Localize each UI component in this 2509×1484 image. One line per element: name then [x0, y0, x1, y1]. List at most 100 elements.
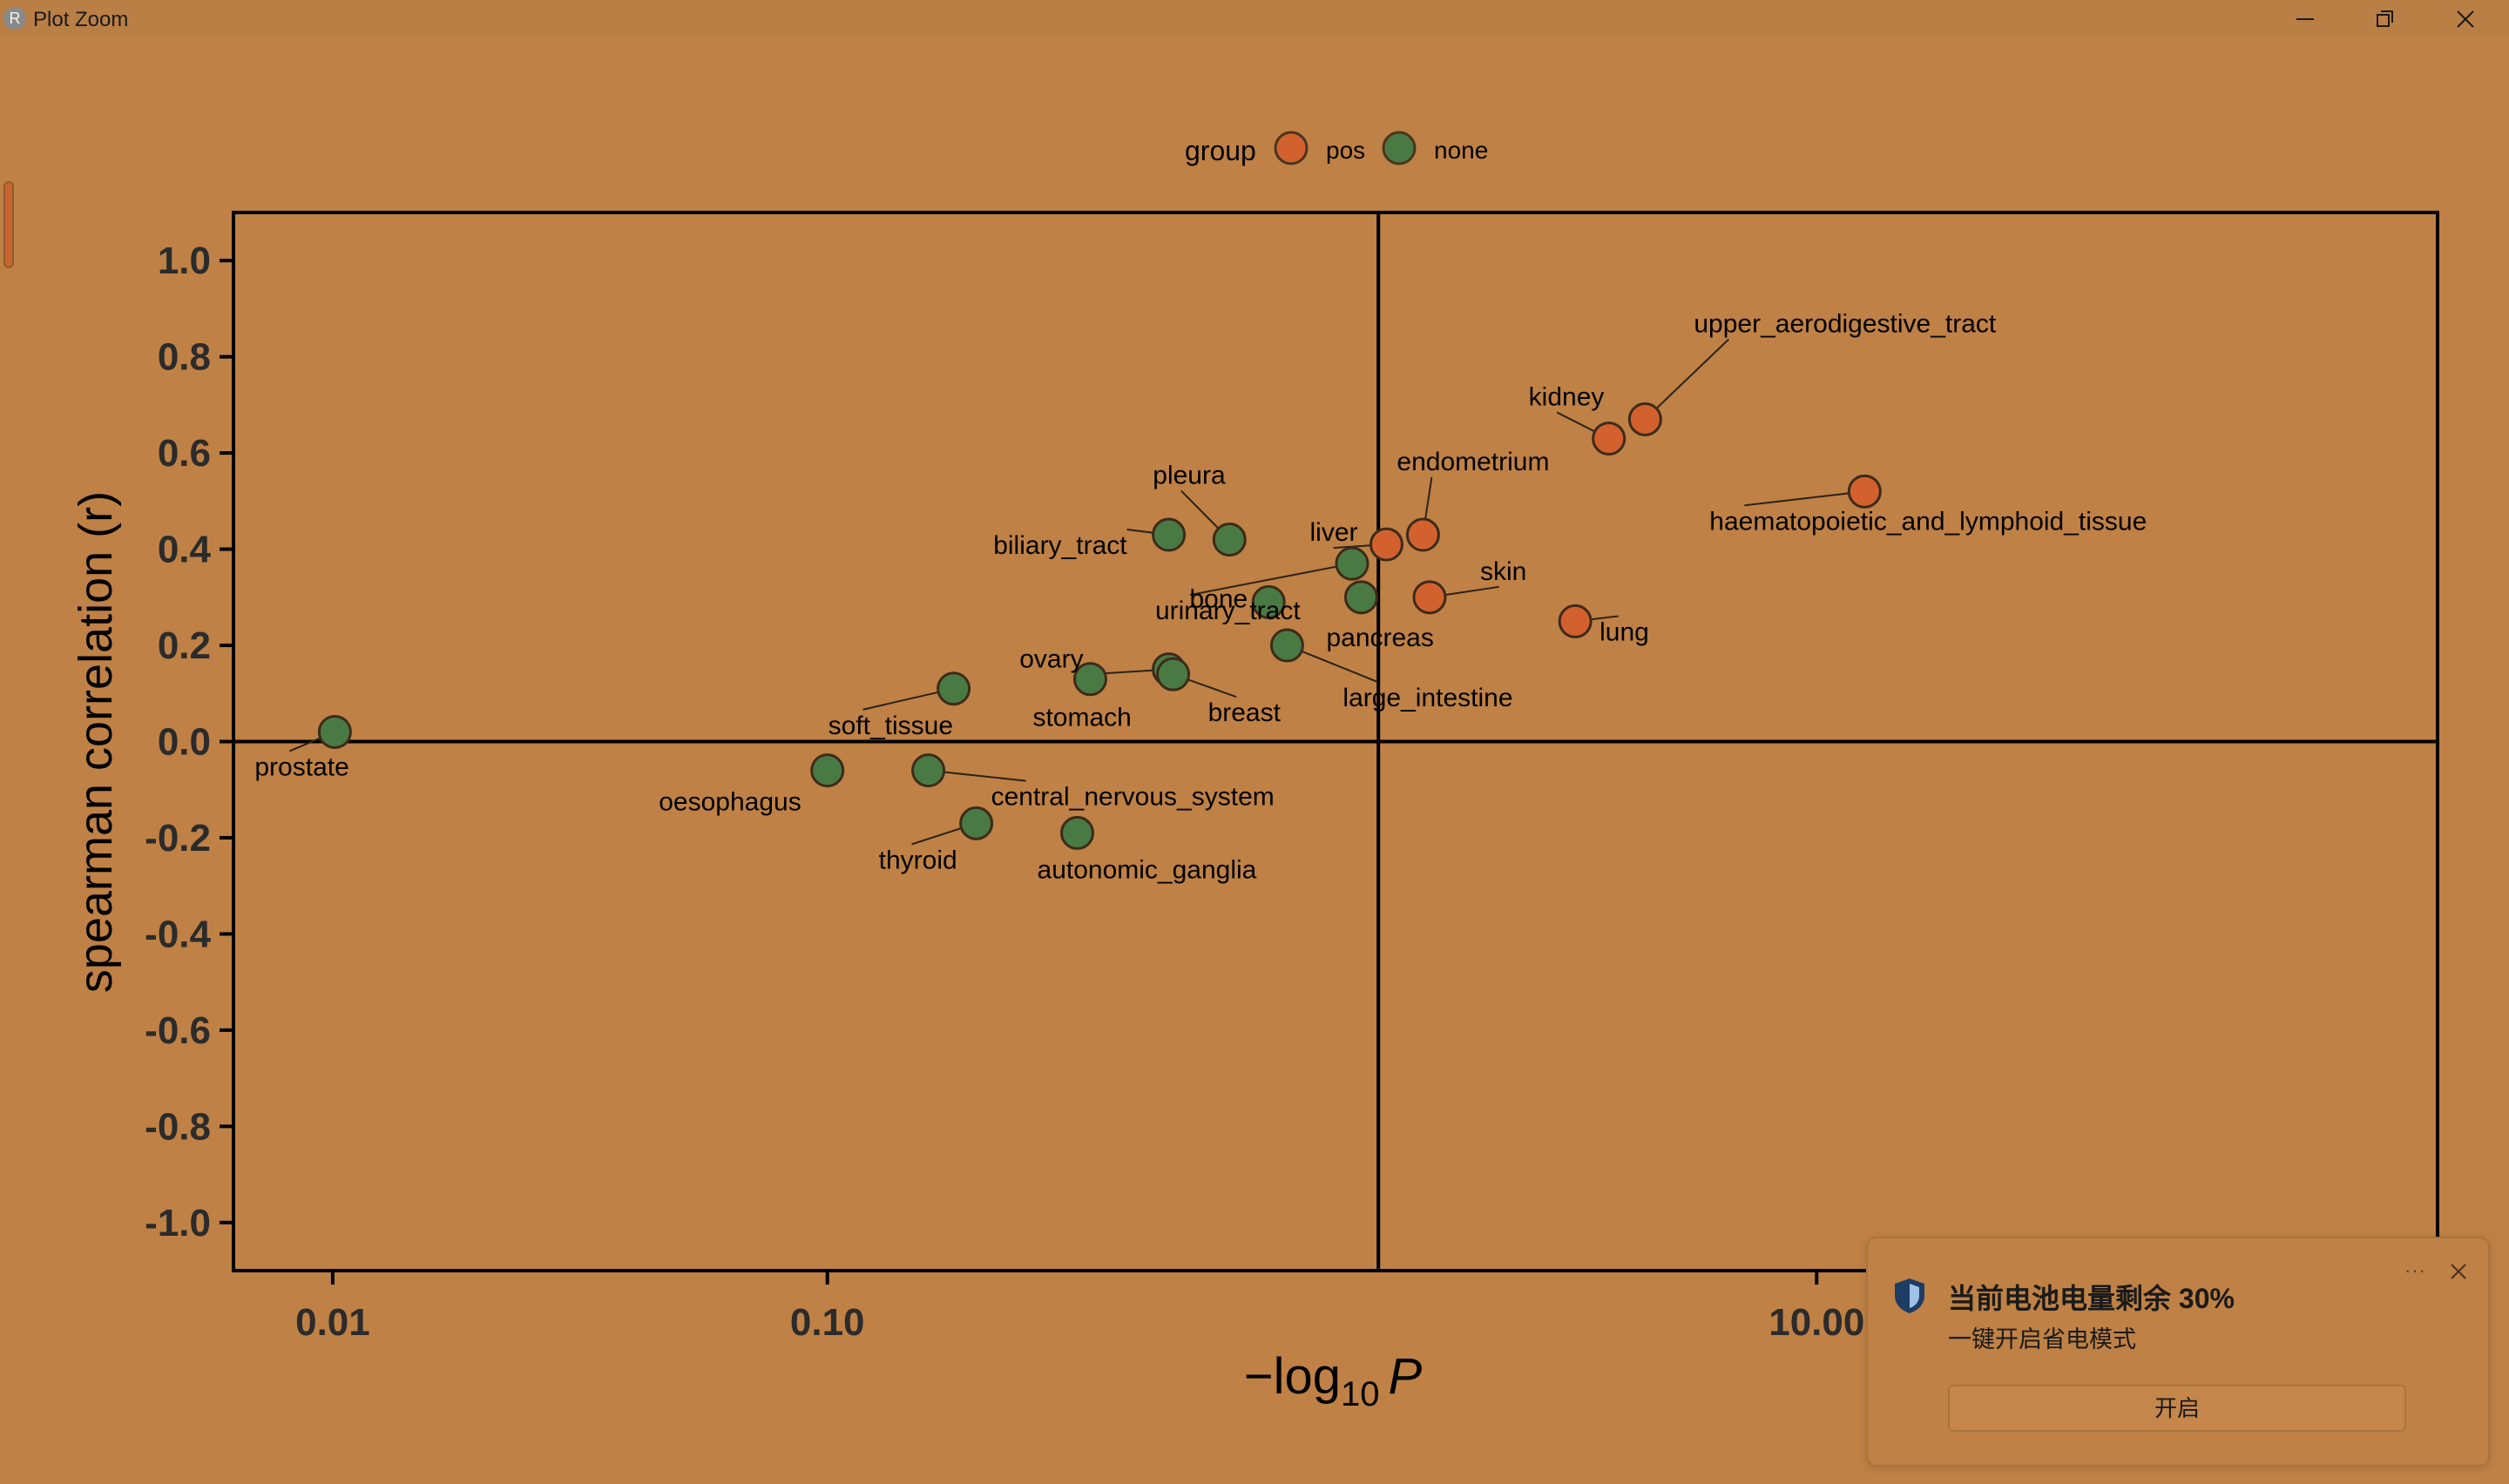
leader-line-endometrium [1424, 476, 1433, 520]
point-label-thyroid: thyroid [879, 846, 957, 874]
y-tick-label: 1.0 [158, 239, 211, 282]
y-tick-label: -0.8 [145, 1105, 211, 1148]
y-tick-label: 0.4 [158, 529, 212, 571]
y-tick-label: 0.2 [158, 624, 211, 667]
point-label-pancreas: pancreas [1326, 624, 1433, 652]
y-tick-label: -0.2 [145, 817, 211, 860]
leader-line-kidney [1556, 411, 1596, 433]
x-axis-label-variable: P [1389, 1348, 1423, 1405]
leader-line-biliary_tract [1126, 529, 1153, 534]
y-tick-label: 0.6 [158, 432, 211, 475]
leader-line-upper_aerodigestive_tract [1655, 338, 1730, 409]
data-point-lung [1558, 604, 1593, 638]
data-point-skin [1412, 580, 1447, 615]
point-label-lung: lung [1599, 617, 1649, 646]
point-label-soft_tissue: soft_tissue [828, 712, 953, 740]
notification-title: 当前电池电量剩余 30% [1948, 1283, 2235, 1314]
data-point-urinary_tract [1335, 546, 1369, 581]
minimize-icon [2296, 18, 2314, 20]
data-point-kidney [1592, 422, 1626, 456]
leader-line-haematopoietic_and_lymphoid_tissue [1744, 492, 1850, 507]
y-tick-label: -0.4 [145, 913, 211, 955]
point-label-oesophagus: oesophagus [659, 788, 801, 817]
point-label-haematopoietic_and_lymphoid_tissue: haematopoietic_and_lymphoid_tissue [1709, 507, 2147, 536]
x-axis-label-prefix: −log [1244, 1348, 1341, 1405]
data-point-autonomic_ganglia [1060, 815, 1095, 850]
data-point-soft_tissue [937, 671, 971, 706]
x-axis-label: −log10 P [1244, 1348, 1423, 1413]
data-point-stomach [1072, 662, 1107, 697]
leader-line-skin [1444, 585, 1499, 597]
minimize-button[interactable] [2265, 0, 2345, 38]
notification-message: 一键开启省电模式 [1948, 1326, 2136, 1352]
data-point-pancreas [1343, 580, 1378, 615]
legend-swatch-none [1382, 131, 1417, 165]
point-label-urinary_tract: urinary_tract [1155, 597, 1301, 625]
restore-icon [2377, 10, 2393, 27]
y-tick-label: 0.0 [158, 721, 211, 764]
window-title: Plot Zoom [33, 8, 129, 31]
leader-line-large_intestine [1301, 650, 1378, 683]
x-tick-label: 0.10 [790, 1301, 865, 1344]
point-label-prostate: prostate [254, 752, 348, 781]
y-tick-label: -0.6 [145, 1009, 211, 1052]
data-point-pleura [1212, 523, 1247, 557]
leader-line-pleura [1180, 489, 1220, 530]
leader-line-breast [1187, 678, 1237, 698]
point-label-biliary_tract: biliary_tract [993, 531, 1127, 560]
data-point-oesophagus [810, 753, 845, 788]
data-points [317, 401, 1882, 850]
title-bar: R Plot Zoom [0, 0, 2509, 38]
scroll-handle[interactable] [3, 181, 14, 268]
leader-line-urinary_tract [1189, 565, 1337, 597]
point-label-central_nervous_system: central_nervous_system [991, 783, 1275, 812]
point-label-pleura: pleura [1153, 462, 1226, 490]
notification-close-icon[interactable] [2448, 1261, 2469, 1282]
y-axis: 1.0 0.8 0.6 0.4 0.2 0.0 -0.2 -0.4 -0.6 -0.8 -1.0 [145, 239, 233, 1245]
point-label-stomach: stomach [1032, 704, 1131, 732]
data-point-prostate [317, 714, 352, 749]
close-button[interactable] [2425, 0, 2506, 38]
legend-title: group [1185, 135, 1256, 166]
y-axis-label: spearman correlation (r) [70, 491, 122, 993]
close-icon [2457, 10, 2474, 28]
leader-line-central_nervous_system [943, 771, 1026, 782]
more-options-button[interactable]: ··· [2404, 1259, 2426, 1281]
x-axis: 0.01 0.10 10.00 [295, 1271, 1864, 1344]
data-point-central_nervous_system [911, 753, 946, 788]
point-label-breast: breast [1208, 698, 1282, 727]
leader-line-liver [1333, 544, 1371, 550]
r-app-icon: R [3, 7, 26, 30]
data-point-upper_aerodigestive_tract [1627, 401, 1662, 436]
y-tick-label: 0.8 [158, 336, 211, 379]
leader-line-soft_tissue [862, 691, 939, 711]
leader-line-prostate [288, 737, 321, 752]
leader-line-lung [1590, 615, 1619, 621]
label-leader-lines [288, 338, 1850, 846]
point-label-upper_aerodigestive_tract: upper_aerodigestive_tract [1694, 309, 1997, 338]
legend-label-none: none [1434, 137, 1488, 164]
point-label-liver: liver [1309, 518, 1357, 547]
enable-power-saving-button[interactable]: 开启 [1948, 1385, 2406, 1432]
data-point-thyroid [959, 806, 994, 840]
point-label-ovary: ovary [1019, 645, 1083, 674]
legend-label-pos: pos [1326, 137, 1365, 164]
legend: group pos none [1185, 131, 1488, 166]
point-label-kidney: kidney [1529, 383, 1605, 412]
data-point-endometrium [1405, 517, 1440, 552]
data-point-bone [1251, 584, 1286, 619]
point-label-endometrium: endometrium [1397, 448, 1549, 476]
data-point-large_intestine [1269, 628, 1304, 663]
data-point-breast [1156, 657, 1191, 691]
x-tick-label: 0.01 [295, 1301, 370, 1344]
battery-notification[interactable]: 当前电池电量剩余 30% 一键开启省电模式 ··· 开启 [1866, 1237, 2490, 1467]
shield-icon [1895, 1278, 1924, 1313]
scatter-chart: group pos none 1.0 0.8 0.6 0.4 0.2 0.0 -0.2 -0.4 -… [70, 131, 2439, 1413]
restore-button[interactable] [2345, 0, 2425, 38]
point-label-skin: skin [1480, 557, 1526, 586]
leader-line-thyroid [911, 826, 962, 846]
x-tick-label: 10.00 [1768, 1301, 1864, 1344]
point-label-bone: bone [1189, 584, 1248, 613]
point-label-large_intestine: large_intestine [1342, 684, 1512, 712]
